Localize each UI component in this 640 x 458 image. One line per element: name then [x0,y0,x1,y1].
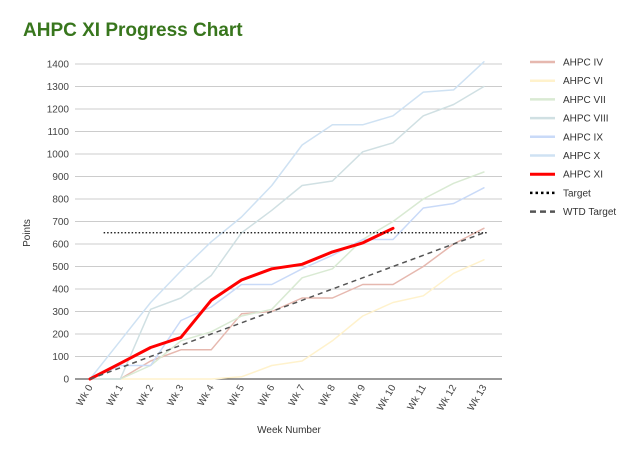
y-tick-label: 600 [52,240,69,251]
x-tick-label: Wk 0 [75,383,96,409]
x-tick-label: Wk 3 [166,383,187,409]
series-line-ahpc-viii [89,85,485,380]
x-axis-title: Week Number [257,425,321,436]
series-line-wtd-target [89,232,485,380]
y-tick-label: 1000 [47,150,70,161]
chart-title: AHPC XI Progress Chart [23,20,243,41]
legend-label-ahpc-ix: AHPC IX [563,132,603,143]
legend-label-ahpc-vii: AHPC VII [563,95,606,106]
x-tick-label: Wk 1 [105,383,126,409]
x-tick-label: Wk 10 [375,383,399,413]
x-tick-label: Wk 13 [466,383,490,413]
x-tick-label: Wk 11 [406,383,430,413]
legend-label-ahpc-viii: AHPC VIII [563,114,609,125]
y-tick-label: 800 [52,195,69,206]
y-tick-label: 900 [52,172,69,183]
legend-label-ahpc-iv: AHPC IV [563,58,603,69]
series-line-ahpc-x [89,61,485,380]
y-tick-label: 1300 [47,82,70,93]
x-tick-label: Wk 7 [287,383,308,409]
x-tick-label: Wk 8 [317,383,338,409]
series-line-ahpc-vii [89,171,485,380]
legend-label-ahpc-xi: AHPC XI [563,170,603,181]
y-tick-label: 300 [52,307,69,318]
y-tick-label: 100 [52,352,69,363]
x-tick-label: Wk 5 [226,383,247,409]
data-point-wtd-target [483,232,485,234]
x-tick-label: Wk 2 [135,383,156,409]
y-axis-title: Points [22,219,33,247]
data-point-wtd-target [331,288,333,290]
y-tick-label: 500 [52,262,69,273]
series-line-ahpc-xi [88,226,395,381]
legend-label-ahpc-x: AHPC X [563,151,601,162]
y-tick-label: 700 [52,217,69,228]
y-tick-label: 0 [63,375,69,386]
legend-label-wtd-target: WTD Target [563,207,616,218]
data-point-wtd-target [180,344,182,346]
x-tick-label: Wk 4 [196,383,217,409]
y-tick-label: 1200 [47,105,70,116]
x-tick-label: Wk 9 [347,383,368,409]
y-tick-label: 1400 [47,60,70,71]
x-tick-label: Wk 12 [435,383,459,413]
y-tick-label: 200 [52,330,69,341]
legend-label-ahpc-vi: AHPC VI [563,76,603,87]
legend-label-target: Target [563,188,591,199]
series-line-ahpc-vi [89,259,485,380]
y-tick-label: 1100 [47,127,69,138]
series-line-ahpc-ix [89,187,485,380]
y-tick-label: 400 [52,285,69,296]
x-tick-label: Wk 6 [256,383,277,409]
